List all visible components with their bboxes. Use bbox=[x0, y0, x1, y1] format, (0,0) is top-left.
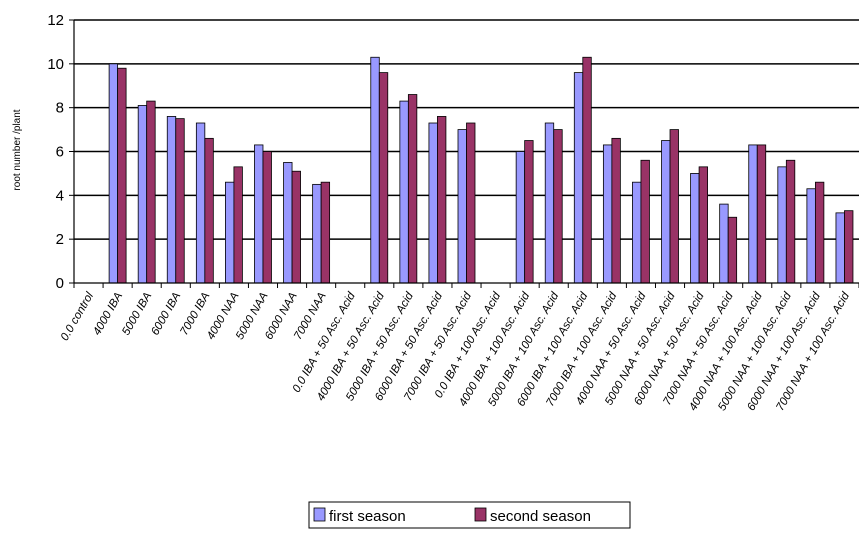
bar-first-season bbox=[573, 72, 584, 284]
bar-second-season bbox=[785, 159, 796, 284]
bar-first-season bbox=[777, 166, 787, 284]
bar-first-season bbox=[137, 105, 148, 284]
bar-first-season bbox=[690, 173, 700, 284]
bars bbox=[108, 56, 854, 284]
bar-second-season bbox=[378, 72, 389, 284]
bar-first-season bbox=[457, 129, 467, 284]
bar-first-season bbox=[515, 151, 526, 284]
bar-first-season bbox=[806, 188, 816, 284]
bar-second-season bbox=[233, 166, 243, 284]
bar-first-season bbox=[748, 144, 758, 284]
bar-second-season bbox=[553, 129, 563, 284]
bar-second-season bbox=[640, 159, 650, 284]
bar-second-season bbox=[320, 181, 331, 284]
bar-second-season bbox=[524, 140, 534, 284]
y-axis-title: root number /plant bbox=[12, 109, 23, 190]
y-tick-label: 12 bbox=[47, 12, 64, 29]
bar-second-season bbox=[698, 166, 708, 284]
x-tick-label: 0.0 control bbox=[59, 290, 96, 343]
bar-second-season bbox=[204, 137, 214, 284]
bar-first-season bbox=[602, 144, 613, 284]
bar-second-season bbox=[814, 181, 825, 284]
bar-second-season bbox=[291, 170, 301, 284]
y-tick-label: 10 bbox=[47, 56, 64, 73]
bar-second-season bbox=[466, 122, 476, 284]
bar-first-season bbox=[719, 203, 729, 284]
bar-second-season bbox=[262, 151, 272, 284]
y-tick-labels: 0 2 4 6 8 10 12 bbox=[47, 12, 64, 292]
bar-first-season bbox=[195, 122, 206, 284]
bar-second-season bbox=[756, 144, 767, 284]
bar-first-season bbox=[632, 181, 642, 284]
bar-second-season bbox=[611, 137, 621, 284]
bar-first-season bbox=[661, 140, 671, 284]
bar-first-season bbox=[835, 212, 845, 284]
bar-first-season bbox=[544, 122, 555, 284]
bar-first-season bbox=[108, 63, 119, 284]
bar-first-season bbox=[283, 162, 293, 284]
legend-swatch-first-season bbox=[313, 507, 326, 522]
bar-first-season bbox=[312, 183, 322, 284]
y-tick-label: 0 bbox=[56, 275, 64, 292]
bar-second-season bbox=[437, 116, 447, 284]
y-tick-label: 2 bbox=[56, 231, 64, 248]
legend-label-first-season: first season bbox=[329, 508, 406, 525]
legend-box bbox=[308, 501, 631, 529]
bar-first-season bbox=[166, 116, 177, 284]
bar-second-season bbox=[669, 129, 679, 284]
bar-second-season bbox=[146, 100, 156, 284]
bar-first-season bbox=[399, 100, 409, 284]
legend: first season second season bbox=[308, 501, 631, 529]
y-tick-label: 6 bbox=[56, 144, 64, 161]
bar-second-season bbox=[582, 56, 592, 284]
bar-second-season bbox=[727, 216, 738, 284]
y-tick-label: 8 bbox=[56, 100, 64, 117]
legend-label-second-season: second season bbox=[490, 508, 591, 525]
bar-first-season bbox=[254, 144, 264, 284]
bar-second-season bbox=[175, 118, 185, 284]
bar-first-season bbox=[428, 122, 438, 284]
legend-swatch-second-season bbox=[474, 507, 487, 522]
bar-first-season bbox=[370, 56, 380, 284]
y-tick-label: 4 bbox=[56, 187, 64, 204]
bar-second-season bbox=[844, 210, 854, 284]
bar-first-season bbox=[225, 181, 235, 284]
axes bbox=[69, 19, 859, 288]
bar-second-season bbox=[117, 67, 127, 284]
bar-second-season bbox=[407, 94, 418, 284]
